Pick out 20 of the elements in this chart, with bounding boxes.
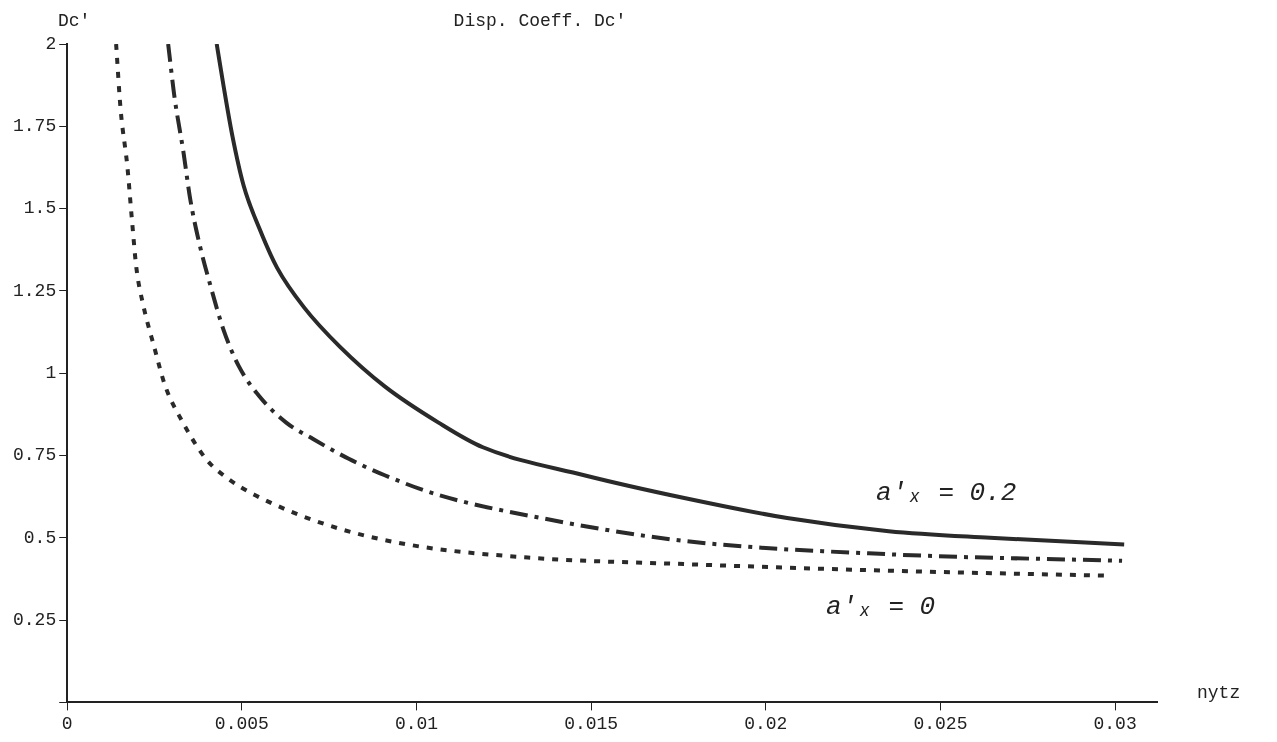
x-tick-label: 0.025 — [913, 713, 968, 734]
x-tick-label: 0.015 — [564, 713, 619, 734]
annotation: a′ₓ = 0.2 — [876, 478, 1017, 508]
y-axis-title: Dc′ — [58, 11, 91, 31]
y-tick-label: 1.75 — [12, 116, 57, 137]
x-tick-label: 0 — [61, 713, 73, 734]
y-tick-label: 1.25 — [12, 280, 57, 301]
y-tick-label: 1 — [45, 362, 57, 383]
x-tick-label: 0.01 — [394, 713, 439, 734]
chart-title: Disp. Coeff. Dc′ — [453, 11, 627, 31]
x-tick-label: 0.005 — [214, 713, 269, 734]
annotation: a′ₓ = 0 — [826, 592, 936, 622]
y-tick-label: 1.5 — [23, 198, 57, 219]
y-tick-label: 0.25 — [12, 609, 57, 630]
x-axis-title: nytz — [1197, 683, 1241, 704]
x-tick-label: 0.03 — [1093, 713, 1137, 734]
x-tick-label: 0.02 — [744, 713, 788, 734]
y-tick-label: 2 — [45, 33, 57, 54]
y-tick-label: 0.75 — [12, 445, 57, 466]
y-tick-label: 0.5 — [23, 527, 57, 548]
